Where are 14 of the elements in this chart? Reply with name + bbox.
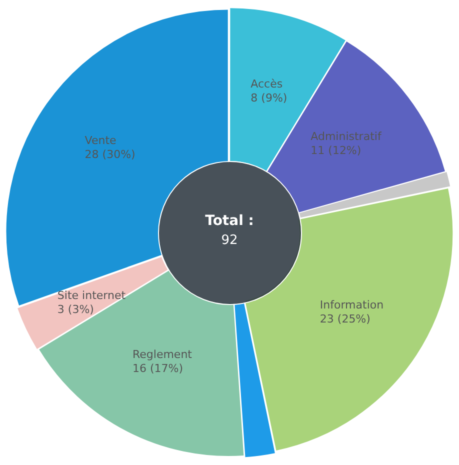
slice-label: Administratif xyxy=(310,130,382,144)
data-label: 11 (12%) xyxy=(310,144,362,158)
text: 92 xyxy=(220,232,239,250)
slice-label: Reglement xyxy=(132,348,193,362)
slice-label: Accès xyxy=(250,78,283,91)
slice-label: Information xyxy=(320,298,384,312)
slice-label: Vente xyxy=(84,134,117,148)
data-label: 8 (9%) xyxy=(250,92,288,105)
data-label: 28 (30%) xyxy=(84,148,136,162)
data-label: 3 (3%) xyxy=(57,302,94,316)
data-label: 23 (25%) xyxy=(320,312,370,326)
text: Total : xyxy=(204,212,255,230)
slice-label: Site internet xyxy=(57,288,126,302)
data-label: 16 (17%) xyxy=(132,362,184,376)
